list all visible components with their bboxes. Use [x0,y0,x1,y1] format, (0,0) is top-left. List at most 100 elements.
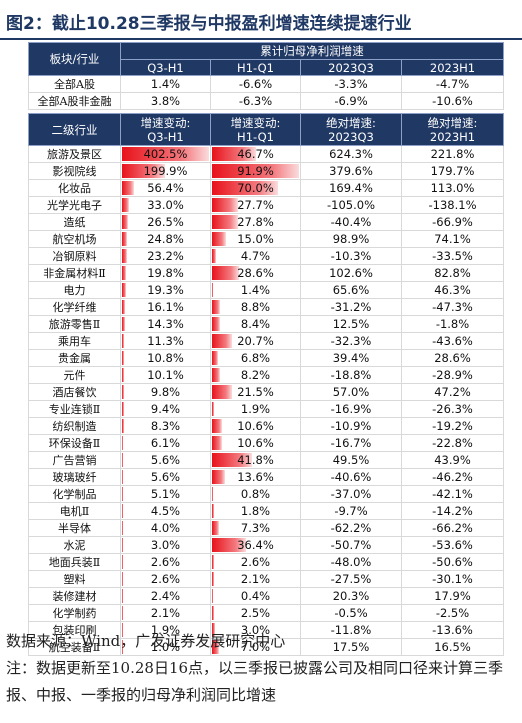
cell-value: -37.0% [330,487,372,501]
cell: -6.6% [210,75,301,93]
cell-value: 47.2% [434,385,471,399]
cell-value: 1.8% [240,504,271,518]
row: 装修建材 2.4% 0.4% 20.3% 17.9% [28,587,504,605]
cell: 28.6% [210,264,301,282]
cell-value: 16.1% [147,300,184,314]
row-label: 光学光电子 [28,196,121,214]
data-bar [122,453,124,467]
cell-value: 7.0% [240,640,271,654]
cell-value: 2.6% [240,555,271,569]
cell: -19.2% [401,417,504,435]
cell-value: 113.0% [430,181,475,195]
cell-value: 102.6% [329,266,373,280]
cell: -28.9% [401,366,504,384]
cell: -30.1% [401,570,504,588]
cell: 402.5% [120,145,211,163]
cell: 28.6% [401,349,504,367]
title-bar: 图2：截止10.28三季报与中报盈利增速连续提速行业 [0,0,522,40]
data-bar [122,334,125,348]
cell-value: 9.4% [150,402,181,416]
cell-value: 20.3% [332,589,370,603]
cell-value: -10.9% [330,419,372,433]
cell: 179.7% [401,162,504,180]
data-bar [122,181,135,195]
cell: -13.6% [401,621,504,639]
cell: -18.8% [300,366,402,384]
cell: 8.3% [120,417,211,435]
cell: 27.7% [210,196,301,214]
row: 电机Ⅱ 4.5% 1.8% -9.7% -14.2% [28,502,504,520]
cell-value: -50.6% [432,555,473,569]
cell-value: 15.0% [237,232,274,246]
cell: 10.6% [210,434,301,452]
column-header: H1-Q1 [210,59,301,76]
data-bar [122,232,128,246]
cell-value: 8.8% [240,300,271,314]
row: 地面兵装Ⅱ 2.6% 2.6% -48.0% -50.6% [28,553,504,571]
cell: -6.3% [210,92,301,110]
cell: 9.4% [120,400,211,418]
row-label: 玻璃玻纤 [28,468,121,486]
cell: 9.8% [120,383,211,401]
row: 全部A股非金融 3.8% -6.3% -6.9% -10.6% [28,92,504,110]
cell: 19.3% [120,281,211,299]
cell-value: -16.9% [330,402,372,416]
cell-value: -48.0% [330,555,372,569]
cell-value: 8.2% [240,368,271,382]
cell-value: 33.0% [147,198,184,212]
cell-value: 9.8% [150,385,181,399]
cell: -138.1% [401,196,504,214]
data-bar [212,572,214,586]
cell: 6.8% [210,349,301,367]
row: 纺织制造 8.3% 10.6% -10.9% -19.2% [28,417,504,435]
cell: -66.9% [401,213,504,231]
cell-value: 7.3% [240,521,271,535]
cell-value: -40.4% [330,215,372,229]
data-bar [122,589,123,603]
row-label: 电机Ⅱ [28,502,121,520]
cell: 65.6% [300,281,402,299]
data-bar [212,164,299,178]
cell: 23.2% [120,247,211,265]
column-header: 增速变动: H1-Q1 [210,113,301,146]
cell: -26.3% [401,400,504,418]
cell-value: 74.1% [434,232,471,246]
cell-value: 65.6% [332,283,370,297]
row-label: 地面兵装Ⅱ [28,553,121,571]
row-label: 酒店餐饮 [28,383,121,401]
data-bar [212,385,233,399]
row: 广告营销 5.6% 41.8% 49.5% 43.9% [28,451,504,469]
cell: -27.5% [300,570,402,588]
cell-value: 0.4% [240,589,271,603]
cell: 8.2% [210,366,301,384]
row: 航空机场 24.8% 15.0% 98.9% 74.1% [28,230,504,248]
row: 半导体 4.0% 7.3% -62.2% -66.2% [28,519,504,537]
cell-value: -40.6% [330,470,372,484]
row: 旅游零售Ⅱ 14.3% 8.4% 12.5% -1.8% [28,315,504,333]
cell-value: -16.7% [330,436,372,450]
row-label: 纺织制造 [28,417,121,435]
cell: -14.2% [401,502,504,520]
data-bar [212,504,214,518]
column-header-bottom: H1-Q1 [237,129,274,144]
cell: 3.8% [120,92,211,110]
column-header-top: 绝对增速: [427,115,478,130]
row-label: 乘用车 [28,332,121,350]
row: 乘用车 11.3% 20.7% -32.3% -43.6% [28,332,504,350]
row-label: 电力 [28,281,121,299]
cell-value: 4.7% [240,249,271,263]
cell-value: 28.6% [237,266,274,280]
cell: 47.2% [401,383,504,401]
cell: -16.7% [300,434,402,452]
cell-value: 36.4% [237,538,274,552]
cell-value: 39.4% [332,351,370,365]
cell: 33.0% [120,196,211,214]
row: 冶钢原料 23.2% 4.7% -10.3% -33.5% [28,247,504,265]
row: 全部A股 1.4% -6.6% -3.3% -4.7% [28,75,504,93]
cell-value: 179.7% [430,164,475,178]
data-bar [122,215,128,229]
cell: -32.3% [300,332,402,350]
cell-value: 91.9% [237,164,274,178]
data-bar [212,351,219,365]
cell: 41.8% [210,451,301,469]
